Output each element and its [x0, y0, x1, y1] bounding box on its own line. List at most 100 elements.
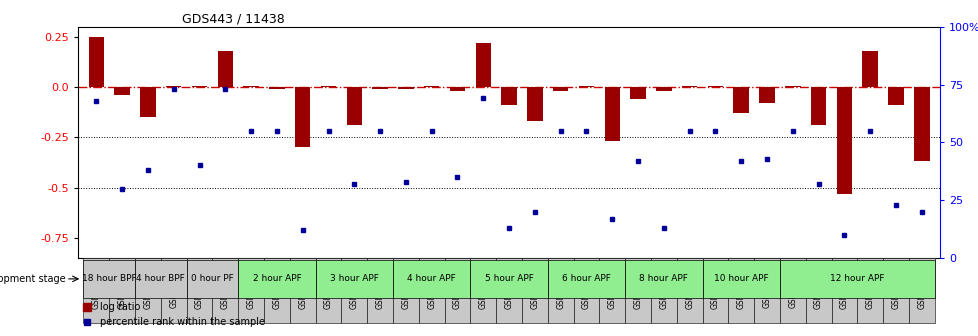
Bar	[160, 258, 187, 323]
Bar	[444, 258, 469, 323]
Bar	[419, 258, 444, 323]
Bar	[501, 87, 516, 105]
Text: GSM4592: GSM4592	[272, 272, 281, 308]
Text: 10 hour APF: 10 hour APF	[713, 275, 768, 283]
Bar	[682, 86, 696, 87]
Text: GSM4585: GSM4585	[92, 272, 101, 308]
Bar	[212, 258, 238, 323]
Bar	[548, 258, 573, 323]
Bar	[702, 260, 779, 298]
Text: log ratio: log ratio	[100, 302, 140, 312]
Bar	[753, 258, 779, 323]
Bar	[423, 86, 439, 87]
Bar	[676, 258, 702, 323]
Bar	[321, 86, 335, 87]
Bar	[398, 87, 414, 89]
Text: GSM4590: GSM4590	[221, 272, 230, 308]
Bar	[496, 258, 521, 323]
Bar	[862, 51, 877, 87]
Bar	[836, 87, 851, 194]
Text: GSM4605: GSM4605	[607, 272, 616, 308]
Bar	[733, 87, 748, 113]
Text: GSM4602: GSM4602	[530, 272, 539, 308]
Bar	[784, 86, 800, 87]
Bar	[702, 258, 728, 323]
Bar	[625, 258, 650, 323]
Bar	[238, 260, 315, 298]
Bar	[655, 87, 671, 91]
Bar	[315, 258, 341, 323]
Text: 3 hour APF: 3 hour APF	[330, 275, 378, 283]
Bar	[166, 86, 181, 87]
Bar	[810, 87, 825, 125]
Text: GSM4607: GSM4607	[658, 272, 668, 308]
Text: 18 hour BPF: 18 hour BPF	[82, 275, 137, 283]
Bar	[573, 258, 599, 323]
Bar	[759, 87, 774, 103]
Text: 0 hour PF: 0 hour PF	[191, 275, 234, 283]
Bar	[269, 87, 285, 89]
Bar	[630, 87, 645, 99]
Text: GSM4616: GSM4616	[891, 272, 900, 308]
Bar	[475, 43, 491, 87]
Bar	[553, 87, 568, 91]
Bar	[367, 258, 392, 323]
Text: GSM4591: GSM4591	[246, 272, 255, 308]
Bar	[521, 258, 548, 323]
Bar	[449, 87, 465, 91]
Bar	[114, 87, 130, 95]
Bar	[548, 260, 625, 298]
Text: GSM4596: GSM4596	[376, 272, 384, 308]
Text: GSM4587: GSM4587	[144, 272, 153, 308]
Text: GSM4612: GSM4612	[787, 272, 796, 308]
Bar	[526, 87, 542, 121]
Bar	[187, 258, 212, 323]
Text: GDS443 / 11438: GDS443 / 11438	[182, 13, 285, 26]
Bar	[372, 87, 387, 89]
Text: GSM4613: GSM4613	[814, 272, 822, 308]
Text: GSM4611: GSM4611	[762, 272, 771, 308]
Bar	[599, 258, 625, 323]
Bar	[625, 260, 702, 298]
Bar	[83, 258, 110, 323]
Text: GSM4603: GSM4603	[556, 272, 564, 308]
Bar	[913, 87, 928, 162]
Text: GSM4594: GSM4594	[324, 272, 333, 308]
Bar	[83, 260, 135, 298]
Text: 2 hour APF: 2 hour APF	[252, 275, 301, 283]
Bar	[341, 258, 367, 323]
Bar	[89, 37, 104, 87]
Bar	[908, 258, 934, 323]
Bar	[882, 258, 908, 323]
Text: GSM4608: GSM4608	[685, 272, 693, 308]
Bar	[469, 260, 548, 298]
Text: GSM4606: GSM4606	[633, 272, 642, 308]
Text: GSM4604: GSM4604	[581, 272, 591, 308]
Bar	[392, 260, 469, 298]
Text: 5 hour APF: 5 hour APF	[484, 275, 533, 283]
Text: 12 hour APF: 12 hour APF	[829, 275, 884, 283]
Bar	[217, 51, 233, 87]
Bar	[187, 260, 238, 298]
Text: GSM4586: GSM4586	[117, 272, 126, 308]
Bar	[315, 260, 392, 298]
Bar	[469, 258, 496, 323]
Text: development stage: development stage	[0, 274, 66, 284]
Bar	[140, 87, 156, 117]
Bar	[707, 86, 723, 87]
Bar	[887, 87, 903, 105]
Text: 6 hour APF: 6 hour APF	[561, 275, 610, 283]
Bar	[135, 258, 160, 323]
Bar	[110, 258, 135, 323]
Bar	[578, 86, 594, 87]
Bar	[392, 258, 419, 323]
Bar	[192, 86, 207, 87]
Text: 8 hour APF: 8 hour APF	[639, 275, 688, 283]
Text: GSM4610: GSM4610	[736, 272, 745, 308]
Bar	[294, 87, 310, 148]
Bar	[289, 258, 315, 323]
Text: GSM4598: GSM4598	[426, 272, 436, 308]
Text: GSM4599: GSM4599	[453, 272, 462, 308]
Text: GSM4597: GSM4597	[401, 272, 410, 308]
Bar	[728, 258, 753, 323]
